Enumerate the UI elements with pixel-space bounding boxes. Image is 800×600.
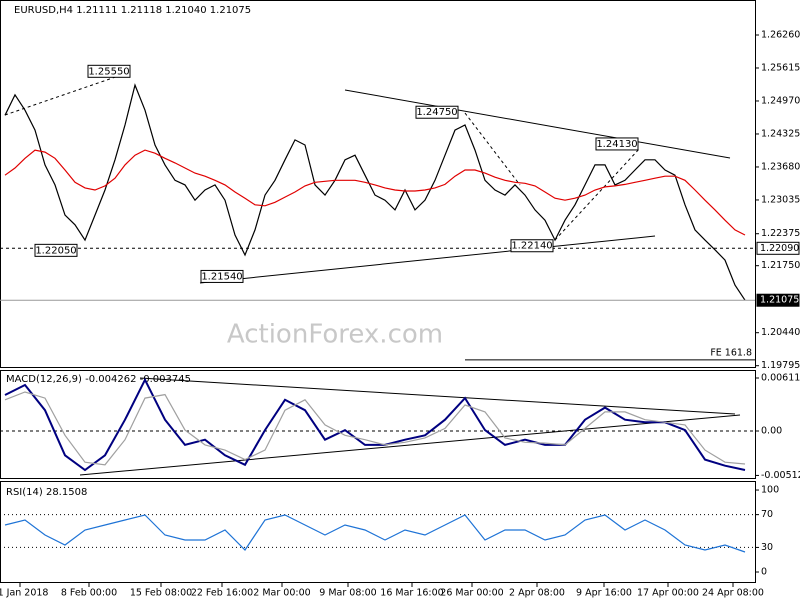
y-tick-label: 1.26260	[761, 29, 800, 40]
y-tick-label: 1.23680	[761, 161, 800, 172]
series-line	[4, 377, 746, 472]
annotation-label: 1.21540	[201, 271, 242, 282]
x-tick-label: 17 Apr 00:00	[637, 588, 699, 599]
annotation-label: 1.25550	[88, 66, 129, 77]
series-line	[4, 149, 746, 236]
series-line	[4, 83, 746, 301]
trendline	[139, 377, 736, 415]
y-tick-label: 0	[761, 567, 767, 578]
annotation-label: 1.24130	[596, 139, 637, 150]
x-tick-label: 24 Apr 08:00	[702, 588, 764, 599]
macd-panel	[0, 370, 756, 479]
y-tick-label: 100	[761, 485, 779, 496]
annotation-label: 1.22050	[35, 245, 76, 256]
x-tick-label: 26 Mar 00:00	[440, 588, 503, 599]
trendline	[4, 71, 131, 116]
price-level-box	[756, 293, 800, 307]
annotation-box	[595, 137, 639, 151]
x-tick-label: 22 Feb 16:00	[191, 588, 253, 599]
y-tick-label: 1.23035	[761, 194, 800, 205]
price-level-box	[756, 241, 800, 255]
y-tick-label: 1.21750	[761, 260, 800, 271]
annotation-box	[415, 105, 459, 119]
fe-label: FE 161.8	[710, 347, 752, 358]
x-tick-label: 8 Feb 00:00	[61, 588, 117, 599]
y-tick-label: 0.006113	[761, 372, 800, 383]
y-tick-label: 1.19795	[761, 360, 800, 371]
annotation-box	[34, 243, 78, 257]
rsi-panel	[0, 481, 756, 583]
y-tick-label: 1.24325	[761, 128, 800, 139]
x-tick-label: 16 Mar 16:00	[380, 588, 443, 599]
trendlines	[4, 71, 741, 476]
y-tick-label: -0.005124	[761, 470, 800, 481]
x-tick-label: 9 Apr 16:00	[576, 588, 632, 599]
watermark: ActionForex.com	[227, 320, 443, 350]
y-tick-label: 0.00	[761, 426, 782, 437]
y-tick-label: 30	[761, 542, 773, 553]
y-tick-label: 1.24970	[761, 95, 800, 106]
trendline	[344, 89, 731, 159]
rsi-title: RSI(14) 28.1508	[6, 487, 87, 498]
x-tick-label: 31 Jan 2018	[0, 588, 48, 599]
trendline	[79, 414, 741, 476]
series-line	[4, 391, 746, 466]
macd-title: MACD(12,26,9) -0.004262 -0.003745	[6, 374, 191, 385]
annotation-box	[200, 269, 244, 283]
chart-title: EURUSD,H4 1.21111 1.21118 1.21040 1.2107…	[14, 5, 251, 16]
series-line	[4, 514, 746, 553]
y-tick-label: 1.25615	[761, 62, 800, 73]
price-level-label: 1.22090	[760, 243, 799, 254]
annotation-box	[510, 239, 554, 253]
x-tick-label: 2 Mar 00:00	[253, 588, 310, 599]
x-tick-label: 9 Mar 08:00	[319, 588, 376, 599]
y-tick-label: 70	[761, 509, 773, 520]
price-panel	[0, 0, 756, 368]
y-tick-label: 1.20440	[761, 327, 800, 338]
price-level-label: 1.21075	[760, 295, 799, 306]
x-tick-label: 2 Apr 08:00	[509, 588, 565, 599]
annotation-label: 1.22140	[511, 241, 552, 252]
panels	[0, 0, 756, 583]
trendline	[554, 147, 641, 241]
x-tick-label: 15 Feb 08:00	[130, 588, 192, 599]
annotation-label: 1.24750	[416, 107, 457, 118]
annotation-box	[87, 64, 131, 78]
y-tick-label: 1.22375	[761, 228, 800, 239]
trendline	[199, 235, 656, 284]
